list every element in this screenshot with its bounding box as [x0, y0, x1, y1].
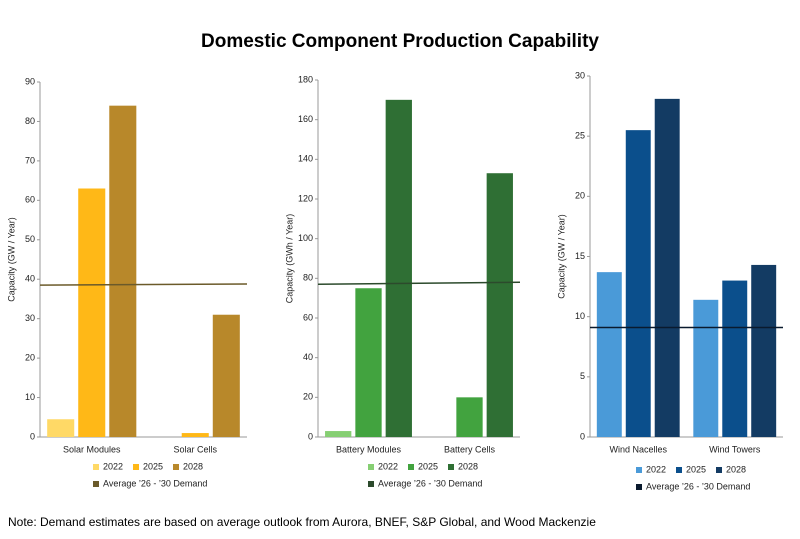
bar [722, 280, 748, 437]
legend-label: 2025 [418, 461, 438, 471]
y-tick-label: 15 [575, 251, 585, 261]
y-tick-label: 10 [25, 392, 35, 402]
y-tick-label: 0 [30, 431, 35, 441]
legend-swatch [636, 467, 642, 473]
legend-swatch [93, 464, 99, 470]
y-tick-label: 25 [575, 131, 585, 141]
legend-swatch [636, 484, 642, 490]
legend-label: 2022 [103, 461, 123, 471]
footnote: Note: Demand estimates are based on aver… [8, 515, 596, 529]
y-tick-label: 60 [25, 195, 35, 205]
legend-swatch [448, 464, 454, 470]
y-tick-label: 70 [25, 155, 35, 165]
legend-swatch [173, 464, 179, 470]
bar [486, 173, 513, 437]
legend-swatch [716, 467, 722, 473]
legend-label: Average ’26 - ’30 Demand [103, 478, 207, 488]
bar [109, 105, 137, 438]
y-tick-label: 0 [308, 431, 313, 441]
y-tick-label: 40 [303, 352, 313, 362]
y-tick-label: 60 [303, 312, 313, 322]
bar [751, 264, 777, 437]
bar [693, 299, 719, 437]
y-tick-label: 40 [25, 274, 35, 284]
y-tick-label: 10 [575, 311, 585, 321]
legend-label: Average ’26 - ’30 Demand [646, 481, 750, 491]
bar [78, 188, 106, 437]
chart-title: Domestic Component Production Capability [201, 31, 599, 52]
bar [596, 272, 622, 437]
legend-swatch [93, 481, 99, 487]
bar [212, 314, 240, 437]
y-tick-label: 50 [25, 234, 35, 244]
y-tick-label: 160 [298, 114, 313, 124]
y-tick-label: 0 [580, 431, 585, 441]
y-axis-label: Capacity (GWh / Year) [284, 214, 294, 304]
x-tick-label: Wind Towers [709, 444, 761, 454]
y-tick-label: 20 [303, 392, 313, 402]
bar [47, 419, 75, 437]
y-axis-label: Capacity (GW / Year) [6, 217, 16, 302]
legend-label: 2025 [686, 464, 706, 474]
bar [385, 99, 412, 437]
x-tick-label: Wind Nacelles [609, 444, 667, 454]
x-tick-label: Solar Cells [173, 444, 217, 454]
x-tick-label: Battery Cells [444, 444, 496, 454]
y-tick-label: 140 [298, 154, 313, 164]
legend-label: 2022 [378, 461, 398, 471]
y-axis-label: Capacity (GW / Year) [556, 214, 566, 299]
legend-swatch [408, 464, 414, 470]
legend-label: 2028 [726, 464, 746, 474]
bar [325, 431, 352, 437]
legend-swatch [368, 464, 374, 470]
y-tick-label: 5 [580, 371, 585, 381]
y-tick-label: 180 [298, 74, 313, 84]
y-tick-label: 100 [298, 233, 313, 243]
legend-swatch [676, 467, 682, 473]
legend-label: 2025 [143, 461, 163, 471]
y-tick-label: 120 [298, 193, 313, 203]
bar [654, 98, 680, 437]
bar [625, 130, 651, 437]
y-tick-label: 20 [575, 191, 585, 201]
legend-label: 2022 [646, 464, 666, 474]
bar [181, 433, 209, 437]
y-tick-label: 30 [25, 313, 35, 323]
x-tick-label: Solar Modules [63, 444, 121, 454]
y-tick-label: 90 [25, 76, 35, 86]
legend-swatch [133, 464, 139, 470]
legend-label: Average ’26 - ’30 Demand [378, 478, 482, 488]
legend-label: 2028 [183, 461, 203, 471]
demand-line [317, 281, 521, 286]
demand-line [39, 283, 248, 286]
legend-label: 2028 [458, 461, 478, 471]
legend-swatch [368, 481, 374, 487]
x-tick-label: Battery Modules [336, 444, 402, 454]
y-tick-label: 30 [575, 70, 585, 80]
y-tick-label: 80 [25, 116, 35, 126]
y-tick-label: 80 [303, 273, 313, 283]
bar [456, 397, 483, 437]
bar [355, 288, 382, 437]
y-tick-label: 20 [25, 352, 35, 362]
